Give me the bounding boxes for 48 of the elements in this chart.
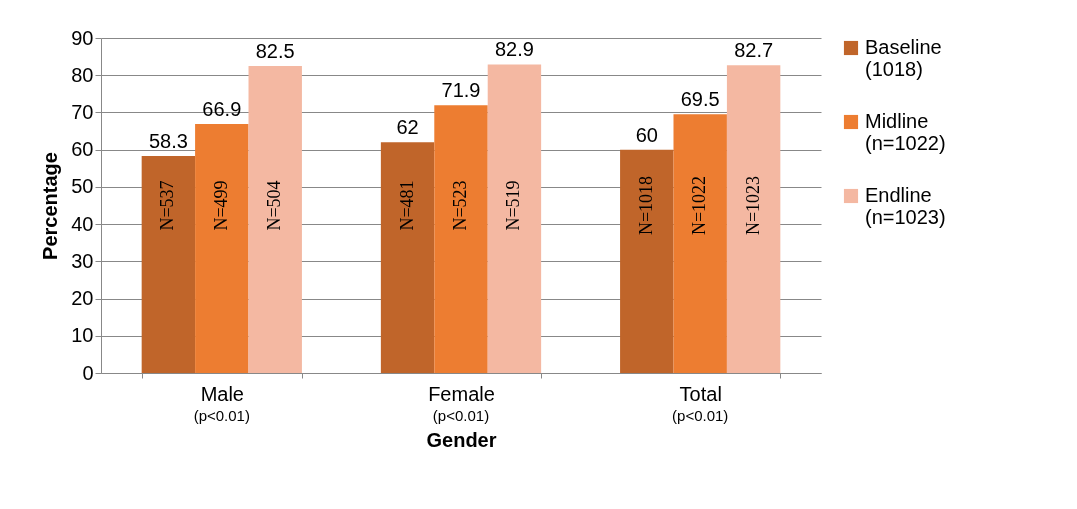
y-tick-label: 60 (71, 138, 94, 161)
y-tick-label: 30 (71, 249, 94, 272)
data-label: 82.9 (494, 38, 534, 61)
data-label: 71.9 (441, 79, 481, 102)
data-label: 58.3 (148, 129, 188, 152)
y-tick-label: 50 (71, 175, 94, 198)
x-tick-label: Female (428, 382, 495, 405)
annotation: N=481 (396, 180, 417, 231)
data-label: 62 (396, 116, 419, 139)
legend-label: Endline (n=1023) (865, 184, 946, 228)
bar (141, 155, 196, 373)
annotation: N=523 (450, 180, 470, 231)
bar (673, 114, 727, 373)
y-tick-label: 80 (71, 63, 94, 86)
legend-label: Midline (n=1022) (865, 110, 946, 154)
data-label: 82.5 (255, 39, 295, 62)
y-tick-label: 90 (71, 26, 94, 49)
y-tick-label: 40 (71, 212, 94, 235)
annotation: N=519 (503, 180, 524, 231)
text: (p<0.01) (672, 407, 729, 424)
bar (195, 123, 249, 373)
data-label: 66.9 (202, 97, 242, 120)
y-tick-label: 10 (71, 324, 94, 347)
bar (487, 64, 542, 373)
text: (p<0.01) (193, 407, 250, 424)
data-label: 82.7 (734, 39, 774, 62)
x-tick-label: Total (679, 382, 722, 405)
y-tick-label: 0 (82, 361, 94, 384)
x-tick-label: Male (200, 382, 244, 405)
bar (248, 65, 302, 373)
y-tick-label: 70 (71, 100, 94, 123)
y-tick-label: 20 (71, 287, 94, 310)
y-axis-title: Percentage (39, 152, 62, 260)
x-axis-title: Gender (426, 428, 497, 451)
annotation: N=504 (264, 180, 285, 231)
legend-label: Baseline (1018) (865, 36, 942, 80)
annotation: N=1018 (635, 175, 656, 236)
annotation: N=1023 (742, 175, 763, 236)
annotation: N=537 (157, 180, 178, 231)
bar (380, 142, 435, 373)
text: (p<0.01) (432, 407, 490, 424)
annotation: N=499 (210, 180, 231, 231)
bar (434, 105, 488, 373)
bar (620, 149, 674, 373)
annotation: N=1022 (689, 175, 710, 236)
data-label: 69.5 (680, 88, 720, 111)
data-label: 60 (635, 123, 658, 146)
bar (726, 65, 781, 373)
